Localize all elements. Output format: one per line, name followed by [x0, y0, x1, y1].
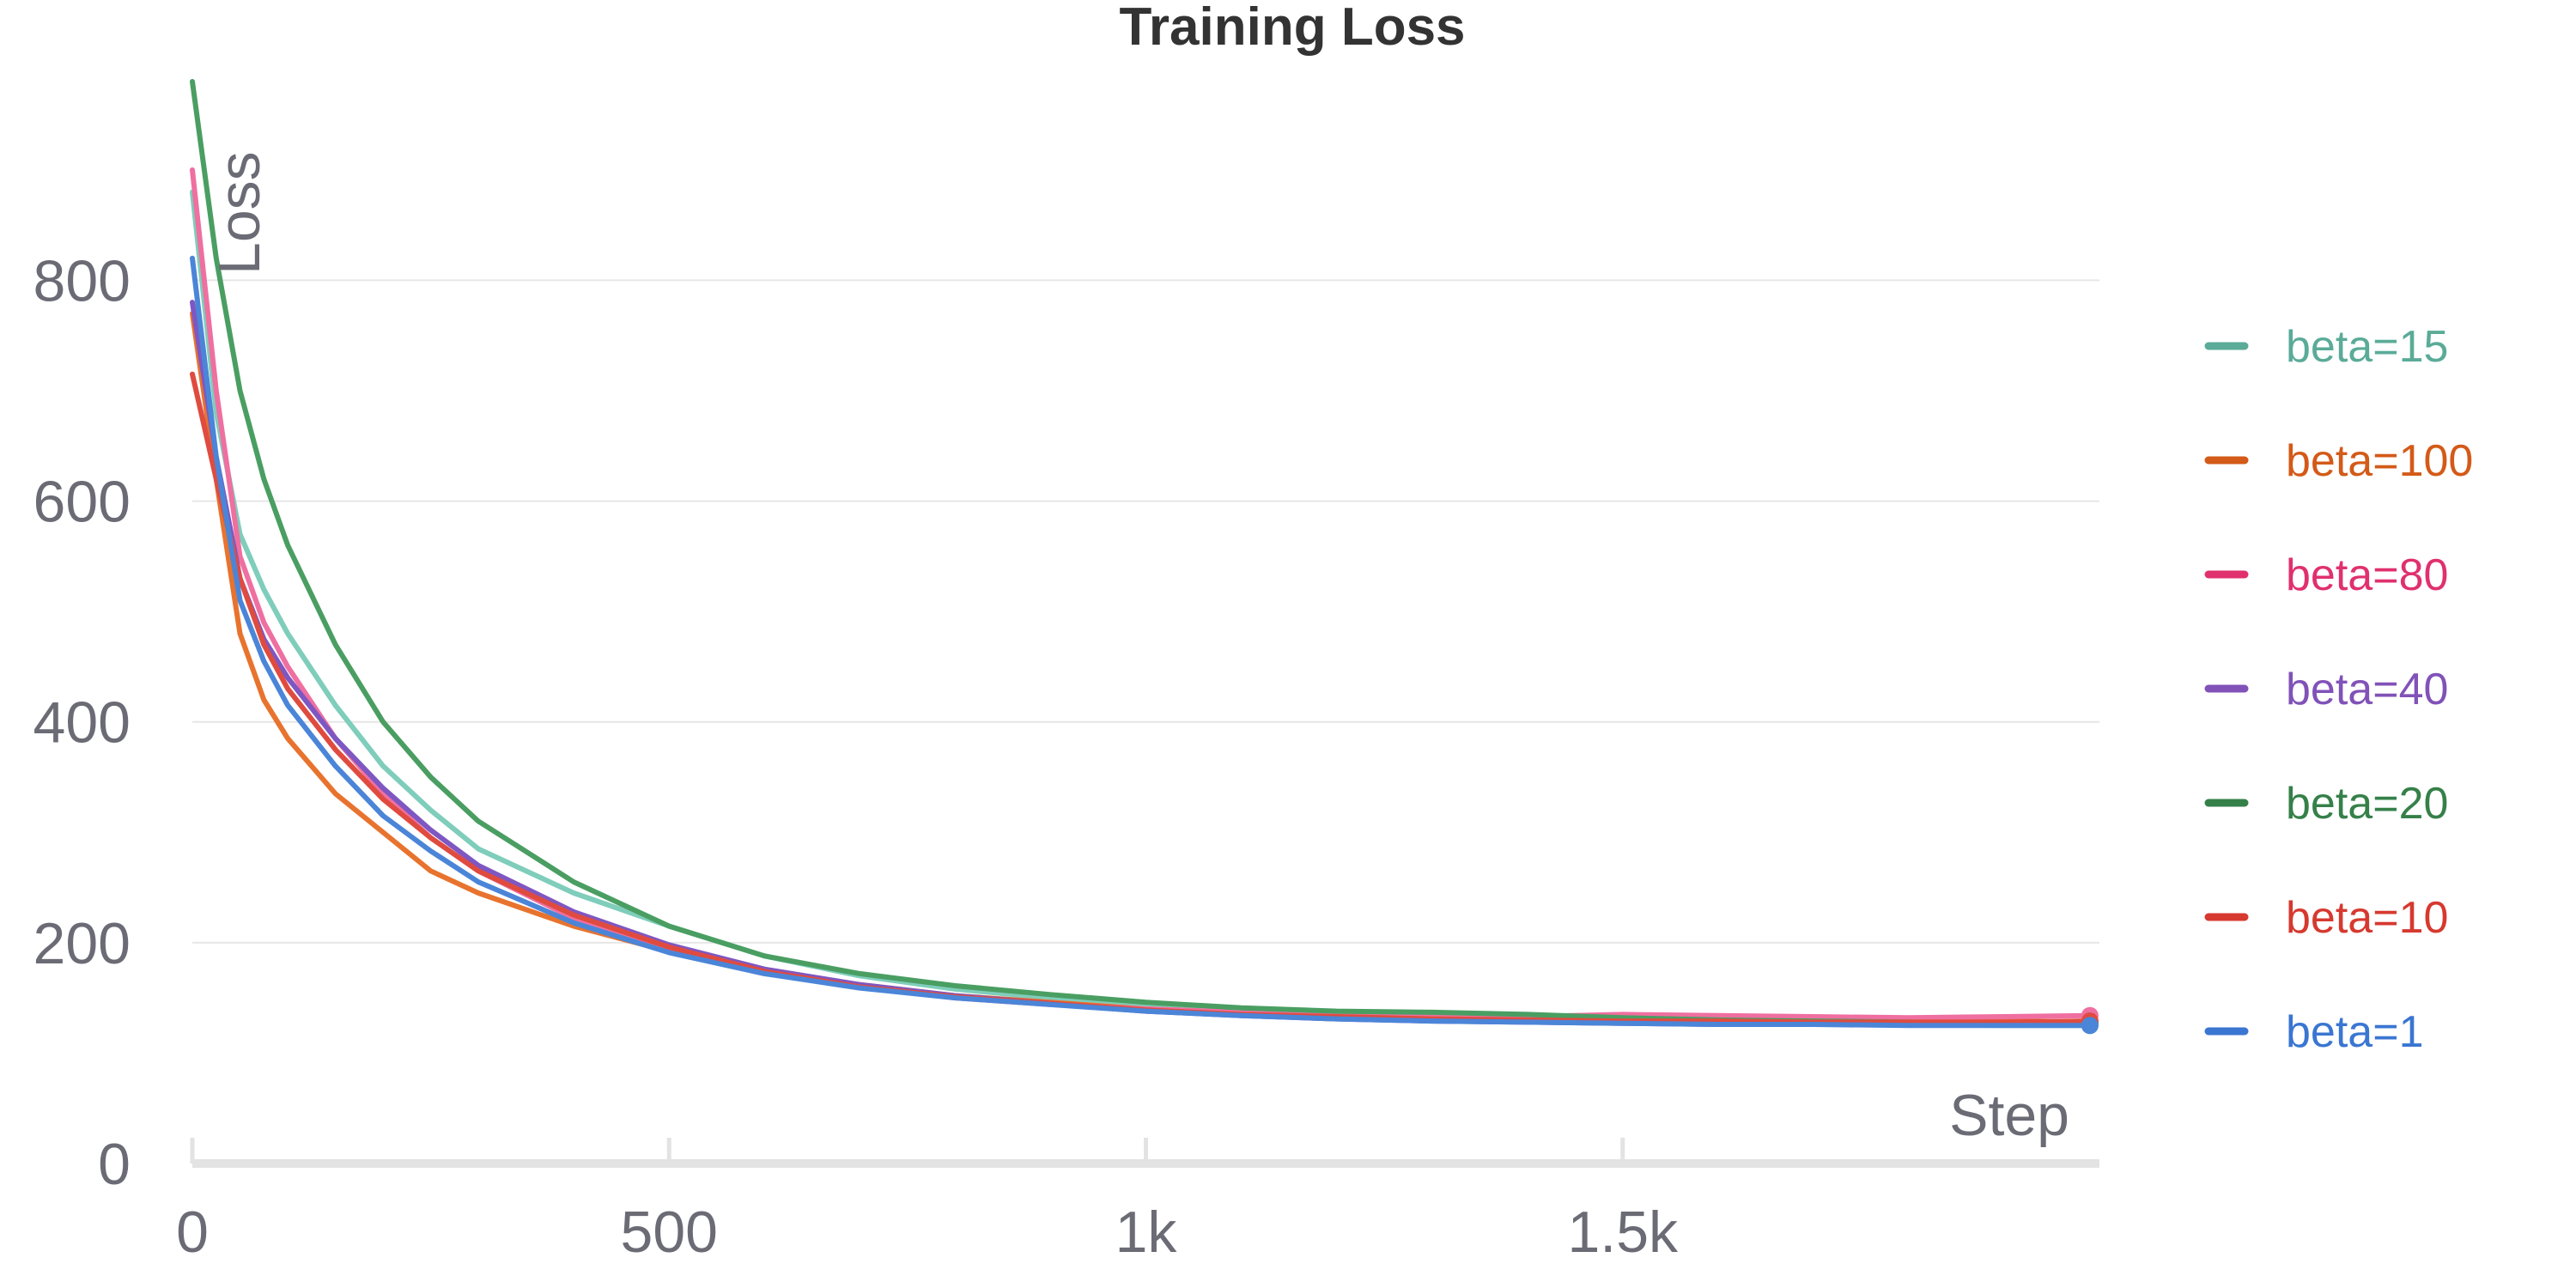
x-axis-label: Step — [1949, 1083, 2069, 1148]
series-line-beta-100 — [190, 311, 2093, 1025]
y-axis-ticks: 0 200 400 600 800 — [33, 248, 131, 1197]
y-tick-label: 200 — [33, 911, 131, 976]
y-axis-label: Loss — [207, 151, 272, 275]
legend-label: beta=1 — [2286, 1007, 2424, 1057]
y-tick-label: 400 — [33, 690, 131, 756]
x-tick-label: 1k — [1115, 1200, 1178, 1265]
x-tick-label: 0 — [176, 1200, 209, 1265]
x-tick-label: 1.5k — [1567, 1200, 1679, 1265]
grid-lines — [192, 279, 2099, 944]
legend-label: beta=20 — [2286, 779, 2448, 829]
chart-title: Training Loss — [1119, 0, 1465, 57]
legend-label: beta=10 — [2286, 893, 2448, 943]
legend-item[interactable]: beta=40 — [2204, 665, 2448, 714]
legend-label: beta=100 — [2286, 436, 2473, 486]
y-tick-label: 0 — [98, 1132, 131, 1197]
series-line-beta-1 — [190, 255, 2093, 1029]
x-tick-label: 500 — [621, 1200, 718, 1265]
legend-label: beta=40 — [2286, 665, 2448, 714]
legend-item[interactable]: beta=80 — [2204, 550, 2448, 600]
series-endpoints — [2081, 1006, 2099, 1035]
legend-label: beta=15 — [2286, 322, 2448, 372]
legend-item[interactable]: beta=15 — [2204, 322, 2448, 372]
x-axis: 0 500 1k 1.5k — [176, 1138, 2099, 1265]
legend-item[interactable]: beta=1 — [2204, 1007, 2424, 1057]
series-endpoint — [2081, 1017, 2099, 1035]
legend-item[interactable]: beta=10 — [2204, 893, 2448, 943]
series-line-beta-40 — [190, 300, 2093, 1027]
y-tick-label: 800 — [33, 248, 131, 313]
series-lines — [190, 79, 2093, 1029]
y-tick-label: 600 — [33, 470, 131, 535]
legend-item[interactable]: beta=100 — [2204, 436, 2473, 486]
series-line-beta-15 — [190, 189, 2093, 1029]
legend-item[interactable]: beta=20 — [2204, 779, 2448, 829]
legend-label: beta=80 — [2286, 550, 2448, 600]
series-line-beta-10 — [190, 371, 2093, 1025]
legend: beta=15 beta=100 beta=80 beta=40 beta=20 beta… — [2204, 322, 2473, 1057]
